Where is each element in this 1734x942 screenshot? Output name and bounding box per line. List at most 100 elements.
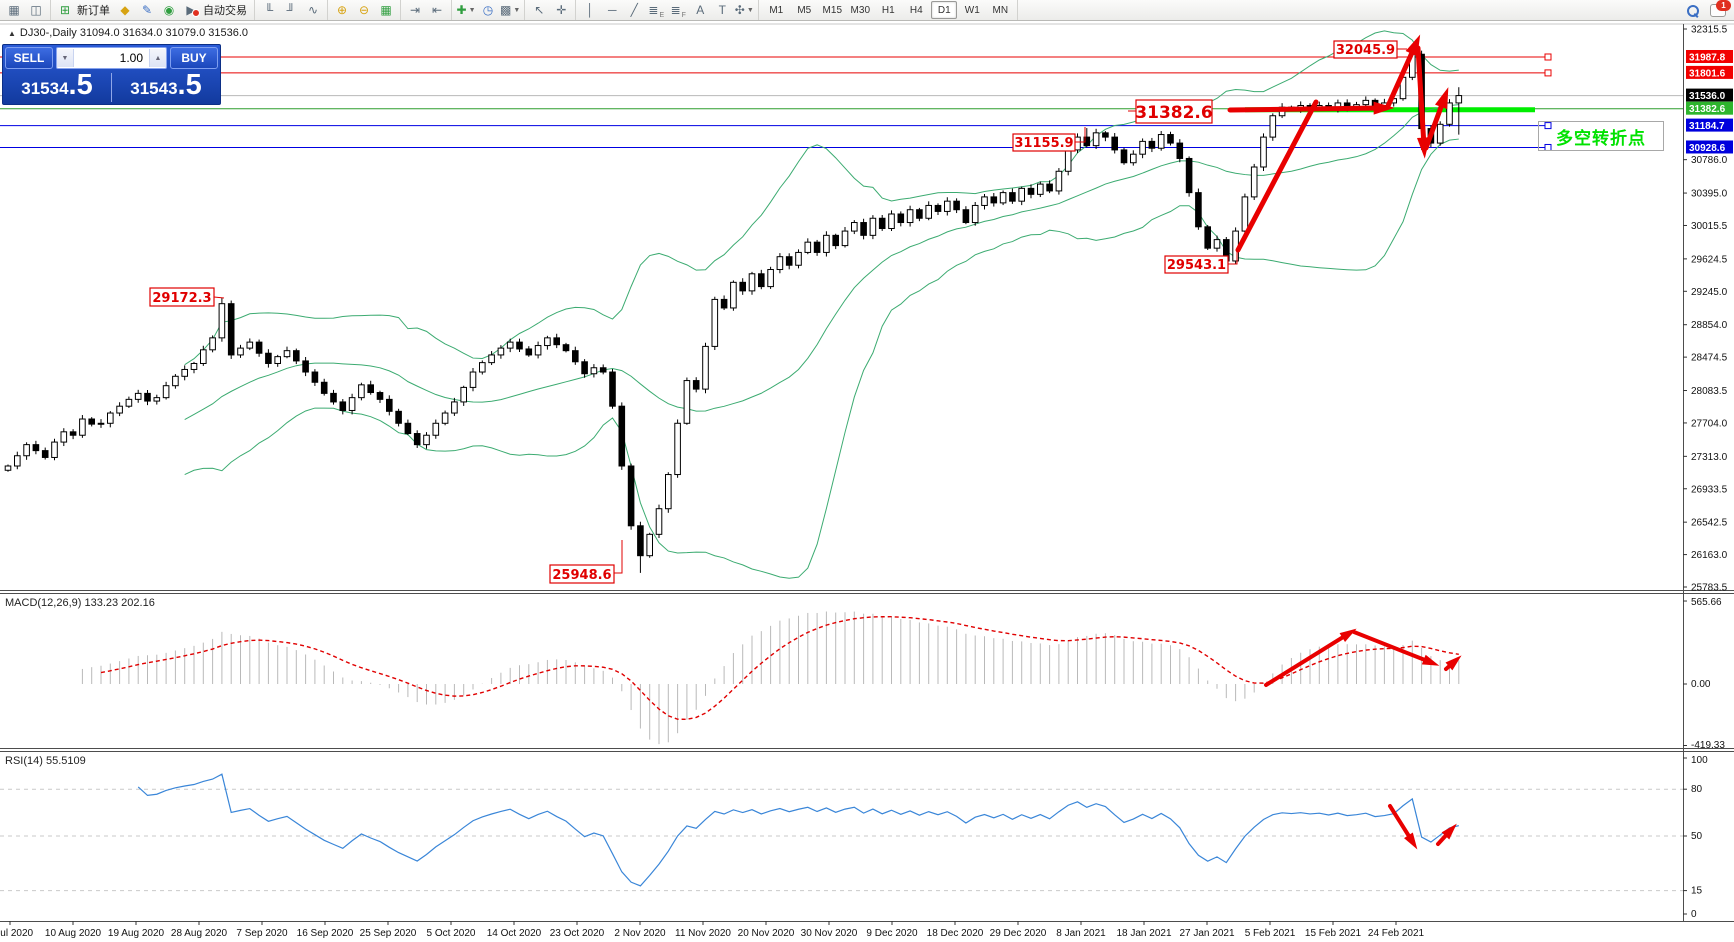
one-click-trading-panel: SELL ▼ 1.00 ▲ BUY 31534.5 31543.5 bbox=[2, 44, 221, 105]
timeframe-m15[interactable]: M15 bbox=[822, 4, 842, 16]
candle-body bbox=[1055, 170, 1063, 192]
macd-arrow[interactable] bbox=[1352, 630, 1432, 664]
candle-body bbox=[376, 392, 384, 400]
zoom-out-icon[interactable]: ⊖ bbox=[358, 3, 370, 17]
timeframe-m1[interactable]: M1 bbox=[769, 4, 784, 16]
candle-body bbox=[1102, 132, 1109, 138]
fibonacci-icon[interactable]: ≣ F bbox=[670, 3, 686, 19]
time-tick-label: 1 Jul 2020 bbox=[0, 928, 34, 939]
history-center-icon[interactable]: ◆ bbox=[120, 3, 130, 17]
trendline-icon[interactable]: ╱ bbox=[630, 3, 638, 17]
line-chart-icon[interactable]: ∿ bbox=[307, 3, 319, 17]
indicators-icon[interactable]: ✚ ▼ bbox=[456, 3, 476, 17]
zoom-in-icon[interactable]: ⊕ bbox=[336, 3, 348, 17]
candle-body bbox=[1362, 99, 1370, 106]
macd-arrow[interactable] bbox=[1264, 632, 1350, 687]
trend-arrow[interactable] bbox=[1423, 96, 1447, 151]
metaeditor-icon[interactable]: ✎ bbox=[141, 3, 153, 17]
price-badge-31382.6 bbox=[1686, 101, 1733, 115]
macd-arrow-head[interactable] bbox=[1445, 655, 1462, 671]
vertical-line-icon[interactable]: │ bbox=[586, 3, 595, 17]
arrows-tool-icon[interactable]: ✣ ▼ bbox=[734, 3, 754, 17]
candle-body bbox=[1130, 153, 1137, 164]
trend-arrow-head[interactable] bbox=[1373, 101, 1395, 115]
rsi-tick-label: 0 bbox=[1691, 909, 1697, 920]
price-callout[interactable] bbox=[1333, 40, 1398, 59]
timeframe-mn[interactable]: MN bbox=[992, 4, 1009, 16]
charts-grid-icon[interactable]: ▦ bbox=[8, 3, 20, 17]
line-handle[interactable] bbox=[1544, 53, 1552, 61]
equidistant-channel-icon[interactable]: ≣ E bbox=[648, 3, 665, 19]
timeframe-h1[interactable]: H1 bbox=[881, 4, 895, 16]
new-order-icon-label[interactable]: 新订单 bbox=[77, 5, 110, 17]
sell-price: 31534.5 bbox=[3, 71, 111, 104]
rsi-arrow-head[interactable] bbox=[1441, 823, 1457, 840]
timeframe-w1[interactable]: W1 bbox=[964, 4, 980, 16]
candle-body bbox=[274, 356, 281, 364]
price-callout[interactable] bbox=[1135, 99, 1213, 124]
time-tick-label: 10 Aug 2020 bbox=[45, 928, 102, 939]
candle-body bbox=[841, 230, 849, 247]
tile-windows-icon[interactable]: ▦ bbox=[380, 3, 392, 17]
buy-price: 31543.5 bbox=[112, 71, 220, 104]
toolbar-group-object-tools: ✚ ▼ ◷ ▩ ▼ bbox=[452, 0, 526, 20]
autotrading-icon[interactable]: ▶ bbox=[181, 2, 201, 19]
notifications-icon[interactable]: 1 bbox=[1710, 0, 1731, 17]
candle-body bbox=[795, 251, 802, 266]
note-box[interactable]: 多空转折点 bbox=[1538, 121, 1664, 151]
signals-icon[interactable]: ◉ bbox=[163, 3, 175, 17]
text-label-icon[interactable]: T bbox=[718, 3, 726, 17]
buy-button[interactable]: BUY bbox=[170, 47, 218, 69]
rsi-arrow[interactable] bbox=[1388, 804, 1414, 843]
line-handle[interactable] bbox=[1544, 69, 1552, 77]
price-callout[interactable] bbox=[1012, 133, 1076, 152]
caption-text: DJ30-,Daily 31094.0 31634.0 31079.0 3153… bbox=[19, 27, 249, 39]
macd-signal-line bbox=[100, 616, 1459, 721]
trend-arrow[interactable] bbox=[1415, 45, 1427, 149]
candlestick-chart-icon[interactable]: ╜ bbox=[286, 3, 296, 17]
volume-increase-button[interactable]: ▲ bbox=[149, 49, 166, 67]
new-order-icon[interactable]: ⊞ bbox=[59, 3, 71, 17]
autotrading-icon-label[interactable]: 自动交易 bbox=[203, 5, 247, 17]
timeframe-d1[interactable]: D1 bbox=[931, 1, 958, 19]
volume-value[interactable]: 1.00 bbox=[119, 51, 143, 65]
trend-arrow[interactable] bbox=[1385, 43, 1418, 109]
candle-body bbox=[386, 398, 393, 412]
rsi-arrow-head[interactable] bbox=[1404, 832, 1418, 850]
volume-decrease-button[interactable]: ▼ bbox=[57, 49, 74, 67]
periods-icon[interactable]: ◷ bbox=[482, 3, 494, 17]
chart-shift-icon[interactable]: ⇤ bbox=[431, 3, 443, 17]
horizontal-line-icon[interactable]: ─ bbox=[608, 3, 617, 17]
sell-button[interactable]: SELL bbox=[5, 47, 53, 69]
timeframe-m5[interactable]: M5 bbox=[797, 4, 812, 16]
templates-icon[interactable]: ▩ ▼ bbox=[500, 3, 521, 17]
price-callout[interactable] bbox=[149, 287, 215, 307]
macd-arrow-head[interactable] bbox=[1421, 654, 1440, 666]
candle-body bbox=[990, 196, 998, 204]
timeframe-h4[interactable]: H4 bbox=[909, 4, 923, 16]
macd-histogram bbox=[81, 611, 1460, 745]
timeframe-m30[interactable]: M30 bbox=[850, 4, 870, 16]
candle-body bbox=[609, 371, 616, 407]
price-callout[interactable] bbox=[1164, 255, 1229, 274]
trend-arrow-head[interactable] bbox=[1435, 87, 1449, 110]
cursor-icon[interactable]: ↖ bbox=[534, 3, 545, 17]
candle-body bbox=[227, 303, 235, 356]
trend-arrow[interactable] bbox=[1235, 99, 1319, 253]
price-tick-label: 30015.5 bbox=[1691, 221, 1728, 232]
text-icon[interactable]: A bbox=[696, 3, 705, 17]
trend-arrow[interactable] bbox=[1227, 105, 1385, 113]
preview-icon[interactable]: ◫ bbox=[30, 3, 42, 17]
search-icon[interactable] bbox=[1687, 4, 1699, 18]
price-callout[interactable] bbox=[549, 564, 615, 584]
toolbar-group-scroll-tools: ⇥ ⇤ bbox=[401, 0, 452, 20]
crosshair-icon[interactable]: ✛ bbox=[556, 3, 567, 17]
candle-body bbox=[1139, 140, 1146, 155]
candle-body bbox=[897, 213, 905, 224]
rsi-line bbox=[137, 773, 1459, 887]
auto-scroll-icon[interactable]: ⇥ bbox=[409, 3, 421, 17]
line-handle[interactable] bbox=[1544, 122, 1552, 130]
volume-stepper[interactable]: ▼ 1.00 ▲ bbox=[56, 47, 167, 69]
bar-chart-icon[interactable]: ╙ bbox=[264, 3, 274, 17]
